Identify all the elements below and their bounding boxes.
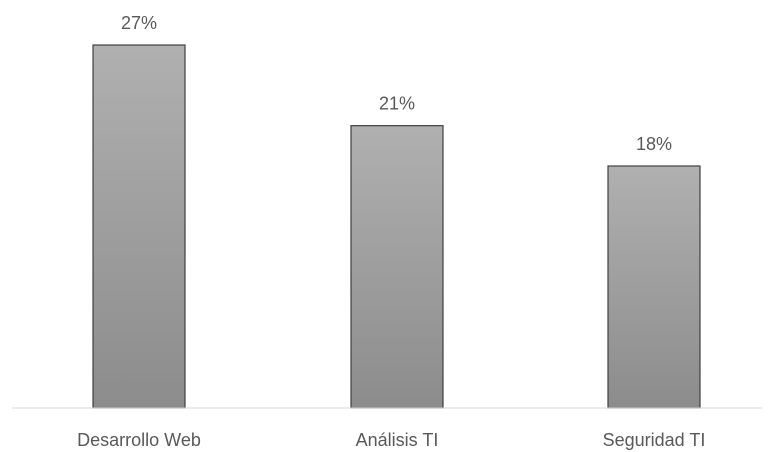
bar-3 xyxy=(607,165,701,409)
data-label-3: 18% xyxy=(636,134,672,154)
category-label-2: Análisis TI xyxy=(356,430,439,450)
bar-1 xyxy=(92,44,186,409)
data-label-2: 21% xyxy=(379,94,415,114)
category-label-3: Seguridad TI xyxy=(603,430,706,450)
category-label-1: Desarrollo Web xyxy=(77,430,201,450)
bars-layer xyxy=(92,44,701,409)
data-label-1: 27% xyxy=(121,13,157,33)
labels-layer: 27% Desarrollo Web 21% Análisis TI 18% Seguri… xyxy=(77,13,705,450)
bar-2 xyxy=(350,125,444,409)
